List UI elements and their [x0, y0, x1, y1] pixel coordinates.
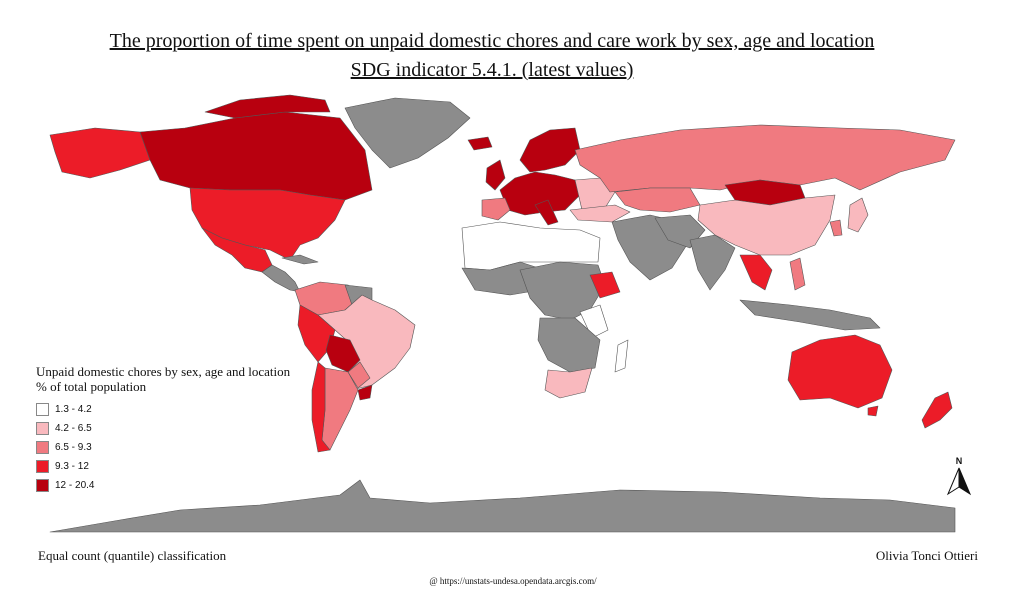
region-india: [689, 234, 736, 291]
region-cuba: [281, 254, 319, 265]
map-title: The proportion of time spent on unpaid d…: [109, 30, 875, 52]
legend: Unpaid domestic chores by sex, age and l…: [36, 364, 290, 495]
region-uk: [485, 159, 506, 191]
legend-item: 1.3 - 4.2: [36, 400, 290, 419]
legend-item: 12 - 20.4: [36, 476, 290, 495]
region-kazakhstan: [614, 187, 701, 213]
map-subtitle: SDG indicator 5.4.1. (latest values): [350, 59, 634, 81]
north-label: N: [956, 456, 963, 466]
region-new-zealand: [921, 391, 953, 429]
region-southeast-asia: [739, 254, 773, 291]
region-uruguay: [357, 384, 373, 401]
region-antarctica: [49, 479, 956, 533]
region-iberia: [481, 197, 511, 221]
legend-swatch: [36, 460, 49, 473]
region-tasmania: [867, 405, 879, 417]
region-alaska: [49, 127, 151, 179]
region-usa: [189, 187, 346, 261]
legend-item: 6.5 - 9.3: [36, 438, 290, 457]
region-russia: [574, 124, 956, 193]
region-north-africa: [461, 221, 601, 271]
north-arrow-icon: N: [944, 455, 974, 497]
region-australia: [787, 334, 893, 409]
classification-note: Equal count (quantile) classification: [38, 548, 227, 563]
region-south-africa: [544, 367, 593, 399]
legend-label: 4.2 - 6.5: [55, 423, 92, 434]
legend-swatch: [36, 441, 49, 454]
region-greenland: [344, 97, 471, 169]
legend-item: 4.2 - 6.5: [36, 419, 290, 438]
legend-label: 9.3 - 12: [55, 461, 89, 472]
region-iceland: [467, 136, 493, 151]
region-paraguay: [347, 361, 371, 389]
region-central-america: [261, 264, 301, 293]
region-peru: [297, 304, 336, 363]
region-philippines: [789, 257, 806, 291]
region-chile: [311, 361, 331, 453]
legend-label: 12 - 20.4: [55, 480, 95, 491]
legend-label: 1.3 - 4.2: [55, 404, 92, 415]
author: Olivia Tonci Ottieri: [875, 548, 978, 563]
source-credit: @ https://unstats-undesa.opendata.arcgis…: [429, 576, 597, 586]
legend-swatch: [36, 403, 49, 416]
region-canada: [139, 111, 373, 201]
region-japan: [847, 197, 869, 233]
region-canada-arctic: [204, 94, 331, 119]
region-madagascar: [614, 339, 629, 373]
region-korea: [829, 219, 843, 237]
legend-swatch: [36, 422, 49, 435]
region-italy: [534, 199, 559, 226]
legend-unit: % of total population: [36, 379, 147, 394]
region-eastern-europe: [574, 177, 616, 211]
region-turkey: [569, 204, 631, 223]
region-ethiopia: [589, 271, 621, 299]
region-indonesia: [739, 299, 881, 331]
region-argentina: [321, 367, 359, 451]
legend-swatch: [36, 479, 49, 492]
legend-item: 9.3 - 12: [36, 457, 290, 476]
legend-label: 6.5 - 9.3: [55, 442, 92, 453]
region-scandinavia: [519, 127, 581, 173]
legend-title: Unpaid domestic chores by sex, age and l…: [36, 364, 291, 379]
